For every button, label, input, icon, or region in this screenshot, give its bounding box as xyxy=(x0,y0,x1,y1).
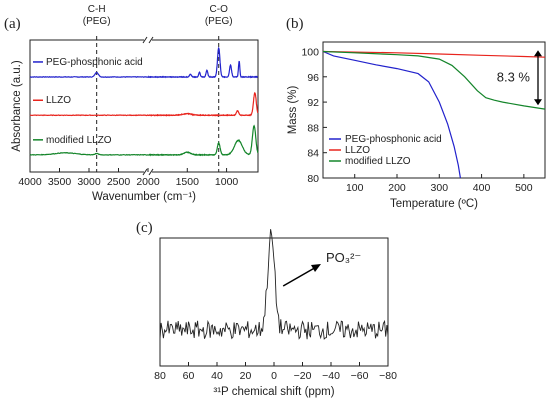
tga-series-line-0 xyxy=(322,50,461,179)
axis-break-mark-top-2 xyxy=(148,36,154,44)
nmr-arrow-shaft xyxy=(282,265,319,287)
ftir-xtick-label-0: 4000 xyxy=(18,176,42,188)
tga-ytick-label-1: 84 xyxy=(307,148,319,160)
tga-series-line-1 xyxy=(322,50,546,58)
ftir-series-line-1-a xyxy=(29,114,149,117)
tga-ytick-label-3: 92 xyxy=(307,97,319,109)
tga-arrow-head-top xyxy=(534,50,542,57)
nmr-arrow-head xyxy=(311,264,321,272)
tga-xtick-label-0: 100 xyxy=(346,182,364,194)
tga-annotation-label: 8.3 % xyxy=(497,70,531,85)
tga-arrow-head-bottom xyxy=(534,99,542,106)
tga-xtick-label-2: 300 xyxy=(431,182,449,194)
ftir-legend-label-2: modified LLZO xyxy=(46,135,112,146)
ftir-annotation-sub-0: (PEG) xyxy=(83,16,111,27)
ftir-series-line-2-b xyxy=(147,124,259,157)
nmr-xtick-label-5: −20 xyxy=(294,370,312,382)
ftir-series-line-2-a xyxy=(29,151,149,156)
nmr-chart: 80 60 40 20 0 −20 −40 −60 −80 ³¹P chemical shift … xyxy=(154,229,397,398)
panel-label-a: (a) xyxy=(4,16,21,32)
tga-series-line-2 xyxy=(322,50,546,110)
tga-ylabel: Mass (%) xyxy=(287,86,299,135)
ftir-series-line-0-b xyxy=(147,46,259,79)
ftir-xtick-label-5: 1500 xyxy=(176,176,200,188)
ftir-series-line-0-a xyxy=(29,71,148,78)
ftir-legend-label-1: LLZO xyxy=(46,95,71,106)
tga-legend-label-1: LLZO xyxy=(345,145,370,156)
ftir-ylabel: Absorbance (a.u.) xyxy=(11,60,23,152)
nmr-xtick-label-0: 80 xyxy=(154,370,166,382)
axis-break-mark-bottom-1 xyxy=(142,168,148,176)
nmr-xtick-label-2: 40 xyxy=(211,370,223,382)
ftir-xtick-label-1: 3500 xyxy=(48,176,72,188)
ftir-xtick-label-6: 1000 xyxy=(215,176,239,188)
ftir-annotation-label-0: C-H xyxy=(88,4,106,15)
tga-legend-label-2: modified LLZO xyxy=(345,156,411,167)
nmr-xtick-label-6: −40 xyxy=(322,370,340,382)
ftir-annotation-label-1: C-O xyxy=(210,4,229,15)
axis-break-mask-top xyxy=(144,37,152,43)
ftir-series-line-1-b xyxy=(147,91,259,117)
nmr-xtick-label-3: 20 xyxy=(240,370,252,382)
ftir-xlabel: Wavenumber (cm⁻¹) xyxy=(92,191,196,203)
tga-xtick-label-1: 200 xyxy=(388,182,406,194)
nmr-xtick-label-8: −80 xyxy=(379,370,397,382)
tga-legend-label-0: PEG-phosphonic acid xyxy=(345,134,442,145)
ftir-xtick-label-3: 2500 xyxy=(107,176,131,188)
panel-label-b: (b) xyxy=(286,16,304,32)
ftir-annotation-sub-1: (PEG) xyxy=(205,16,233,27)
nmr-xtick-label-4: 0 xyxy=(271,370,277,382)
nmr-xtick-label-1: 60 xyxy=(183,370,195,382)
tga-xlabel: Temperature (ºC) xyxy=(390,198,478,210)
nmr-annotation-label: PO₃²⁻ xyxy=(326,250,361,265)
tga-ytick-label-4: 96 xyxy=(307,72,319,84)
tga-chart: 100 200 300 400 500 80 84 88 92 96 100 Temperature … xyxy=(287,41,546,210)
nmr-spectrum-line xyxy=(159,229,389,340)
tga-ytick-label-0: 80 xyxy=(307,173,319,185)
tga-frame xyxy=(322,41,546,179)
tga-ytick-label-2: 88 xyxy=(307,122,319,134)
tga-xtick-label-4: 500 xyxy=(515,182,533,194)
axis-break-mark-top-1 xyxy=(142,36,148,44)
nmr-xlabel: ³¹P chemical shift (ppm) xyxy=(213,386,334,398)
ftir-xtick-label-2: 3000 xyxy=(77,176,101,188)
ftir-legend-label-0: PEG-phosphonic acid xyxy=(46,57,143,68)
tga-xtick-label-3: 400 xyxy=(473,182,491,194)
ftir-xtick-label-4: 2000 xyxy=(136,176,160,188)
axis-break-mark-bottom-2 xyxy=(148,168,154,176)
ftir-chart: 4000 3500 3000 2500 2000 1500 1000 Wavenumber (… xyxy=(11,4,259,203)
tga-ytick-label-5: 100 xyxy=(301,46,319,58)
panel-label-c: (c) xyxy=(136,220,153,236)
nmr-xtick-label-7: −60 xyxy=(351,370,369,382)
